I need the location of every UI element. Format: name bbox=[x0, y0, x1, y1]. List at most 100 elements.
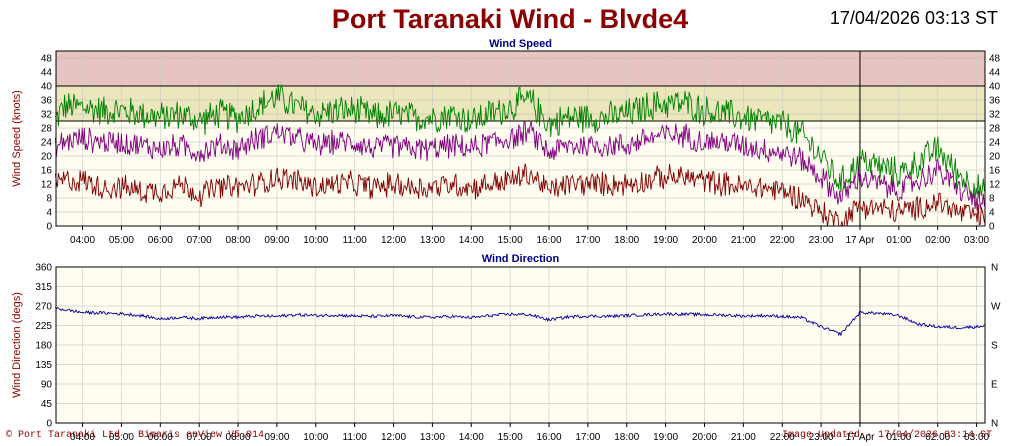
x-tick-label: 07:00 bbox=[187, 432, 212, 443]
y-tick-label-right: 36 bbox=[989, 96, 1001, 107]
x-tick-label: 15:00 bbox=[498, 432, 523, 443]
x-tick-label: 21:00 bbox=[731, 432, 756, 443]
x-tick-label: 14:00 bbox=[459, 235, 484, 246]
x-tick-label: 12:00 bbox=[381, 432, 406, 443]
x-tick-label: 16:00 bbox=[536, 432, 561, 443]
y-tick-label-left: 0 bbox=[46, 419, 52, 430]
y-tick-label-right: 48 bbox=[989, 54, 1001, 65]
x-tick-label: 16:00 bbox=[536, 235, 561, 246]
y-tick-label-left: 36 bbox=[41, 96, 53, 107]
y-tick-label-left: 45 bbox=[41, 399, 53, 410]
plot-border-1 bbox=[55, 266, 986, 424]
x-tick-label: 23:00 bbox=[809, 432, 834, 443]
x-tick-label: 13:00 bbox=[420, 235, 445, 246]
image-updated-footer: Image Updated - 17/04/2026 03:14 ST bbox=[781, 430, 992, 441]
x-tick-label: 03:00 bbox=[964, 235, 989, 246]
panel-subtitle-1: Wind Direction bbox=[482, 253, 560, 265]
x-tick-label: 04:00 bbox=[70, 432, 95, 443]
series-line-mean bbox=[54, 120, 985, 211]
x-tick-label: 05:00 bbox=[109, 235, 134, 246]
x-tick-label: 01:00 bbox=[886, 235, 911, 246]
y-tick-label-left: 48 bbox=[41, 54, 53, 65]
y-tick-label-left: 28 bbox=[41, 124, 53, 135]
panel-subtitle-0: Wind Speed bbox=[489, 38, 552, 50]
x-tick-label: 02:00 bbox=[925, 235, 950, 246]
x-tick-label: 03:00 bbox=[964, 432, 989, 443]
y-tick-label-right: 12 bbox=[989, 180, 1001, 191]
y-tick-label-left: 135 bbox=[35, 360, 52, 371]
x-tick-label: 23:00 bbox=[809, 235, 834, 246]
y-tick-label-right: 16 bbox=[989, 166, 1001, 177]
y-tick-label-left: 20 bbox=[41, 152, 53, 163]
x-tick-label: 08:00 bbox=[226, 235, 251, 246]
compass-tick-label: W bbox=[991, 302, 1001, 313]
compass-tick-label: E bbox=[991, 380, 998, 391]
x-tick-label: 09:00 bbox=[264, 432, 289, 443]
x-tick-label: 18:00 bbox=[614, 432, 639, 443]
x-tick-label: 17:00 bbox=[575, 432, 600, 443]
x-tick-label: 15:00 bbox=[498, 235, 523, 246]
y-tick-label-right: 32 bbox=[989, 110, 1001, 121]
y-tick-label-right: 4 bbox=[989, 208, 995, 219]
y-tick-label-right: 44 bbox=[989, 68, 1001, 79]
x-tick-label: 04:00 bbox=[70, 235, 95, 246]
y-axis-label-1: Wind Direction (degs) bbox=[11, 292, 23, 398]
x-tick-label: 17 Apr bbox=[846, 432, 876, 443]
series-line-lull bbox=[54, 163, 985, 227]
x-tick-label: 20:00 bbox=[692, 235, 717, 246]
y-tick-label-right: 20 bbox=[989, 152, 1001, 163]
y-tick-label-left: 4 bbox=[46, 208, 52, 219]
compass-tick-label: N bbox=[991, 419, 998, 430]
x-tick-label: 02:00 bbox=[925, 432, 950, 443]
y-tick-label-right: 40 bbox=[989, 82, 1001, 93]
compass-tick-label: N bbox=[991, 263, 998, 274]
x-tick-label: 13:00 bbox=[420, 432, 445, 443]
y-tick-label-left: 16 bbox=[41, 166, 53, 177]
y-tick-label-right: 28 bbox=[989, 124, 1001, 135]
x-tick-label: 20:00 bbox=[692, 432, 717, 443]
x-tick-label: 17 Apr bbox=[846, 235, 876, 246]
copyright-footer: © Port Taranaki Ltd - Bimaris enView V5.… bbox=[6, 430, 265, 441]
x-tick-label: 19:00 bbox=[653, 432, 678, 443]
y-tick-label-left: 40 bbox=[41, 82, 53, 93]
x-tick-label: 17:00 bbox=[575, 235, 600, 246]
series-line-gust bbox=[54, 84, 985, 200]
series-line-direction bbox=[54, 306, 985, 337]
x-tick-label: 11:00 bbox=[343, 432, 368, 443]
page-title: Port Taranaki Wind - Blvde4 bbox=[331, 4, 689, 34]
y-tick-label-left: 90 bbox=[41, 380, 53, 391]
x-tick-label: 06:00 bbox=[148, 432, 173, 443]
speed-band-1 bbox=[56, 51, 985, 86]
current-datetime: 17/04/2026 03:13 ST bbox=[829, 8, 998, 28]
x-tick-label: 14:00 bbox=[459, 432, 484, 443]
y-tick-label-left: 315 bbox=[35, 282, 52, 293]
x-tick-label: 07:00 bbox=[187, 235, 212, 246]
compass-tick-label: S bbox=[991, 341, 998, 352]
y-tick-label-left: 32 bbox=[41, 110, 53, 121]
y-tick-label-right: 8 bbox=[989, 194, 995, 205]
y-tick-label-left: 24 bbox=[41, 138, 53, 149]
y-tick-label-right: 24 bbox=[989, 138, 1001, 149]
y-axis-label-0: Wind Speed (knots) bbox=[11, 90, 23, 187]
y-tick-label-left: 270 bbox=[35, 302, 52, 313]
x-tick-label: 10:00 bbox=[303, 235, 328, 246]
x-tick-label: 08:00 bbox=[226, 432, 251, 443]
y-tick-label-left: 44 bbox=[41, 68, 53, 79]
x-tick-label: 21:00 bbox=[731, 235, 756, 246]
y-tick-label-left: 8 bbox=[46, 194, 52, 205]
x-tick-label: 10:00 bbox=[303, 432, 328, 443]
y-tick-label-left: 12 bbox=[41, 180, 53, 191]
y-tick-label-left: 0 bbox=[46, 222, 52, 233]
x-tick-label: 06:00 bbox=[148, 235, 173, 246]
x-tick-label: 12:00 bbox=[381, 235, 406, 246]
y-tick-label-left: 225 bbox=[35, 321, 52, 332]
x-tick-label: 05:00 bbox=[109, 432, 134, 443]
plot-border-0 bbox=[55, 50, 986, 227]
x-tick-label: 22:00 bbox=[770, 235, 795, 246]
x-tick-label: 22:00 bbox=[770, 432, 795, 443]
x-tick-label: 19:00 bbox=[653, 235, 678, 246]
y-tick-label-left: 180 bbox=[35, 341, 52, 352]
x-tick-label: 18:00 bbox=[614, 235, 639, 246]
y-tick-label-right: 0 bbox=[989, 222, 995, 233]
